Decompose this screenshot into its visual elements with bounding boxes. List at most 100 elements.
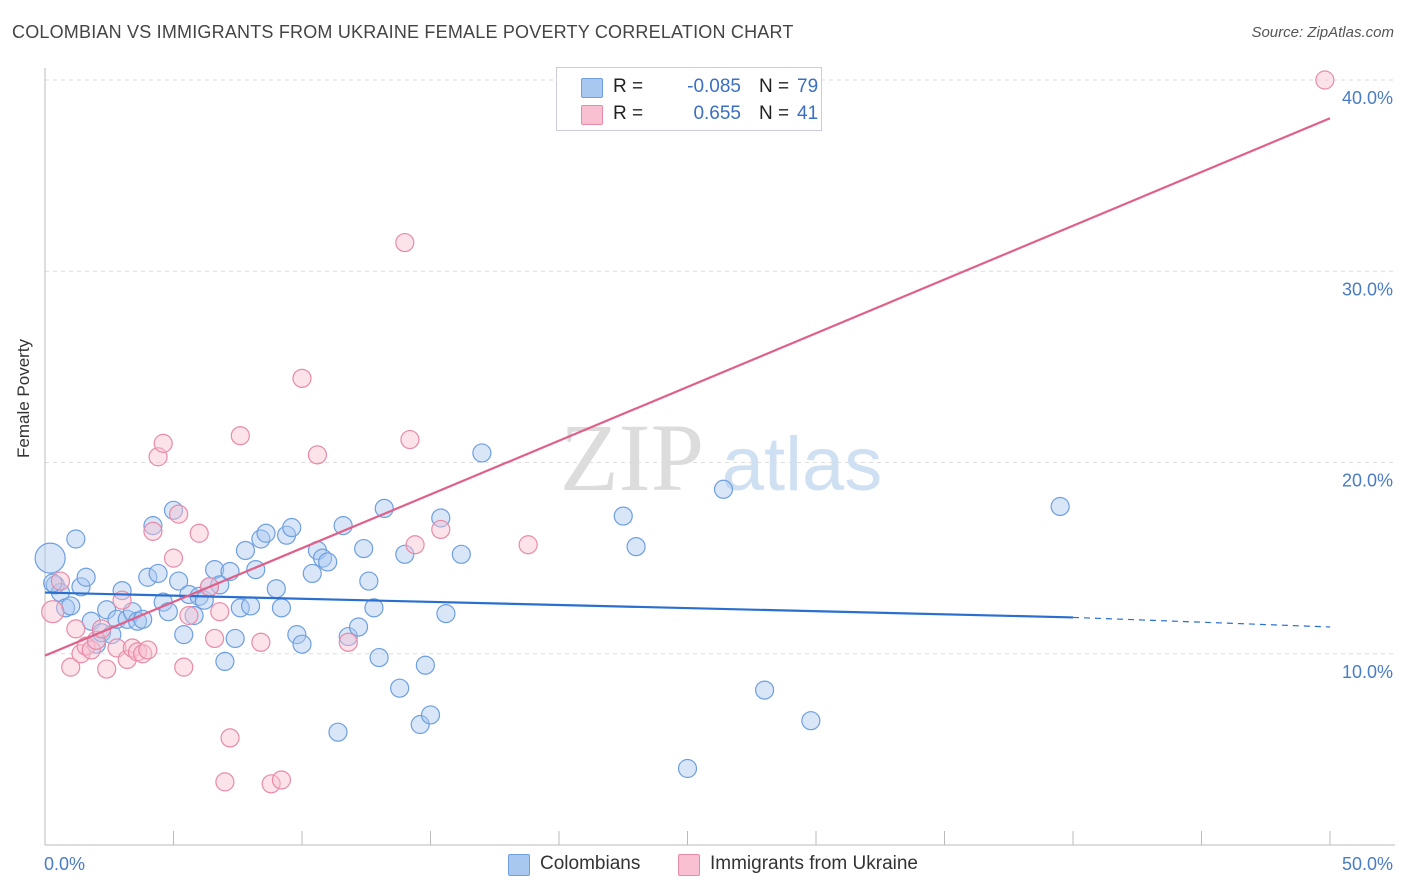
legend-label-ukraine: Immigrants from Ukraine — [710, 853, 918, 874]
trend-colombians — [44, 591, 1074, 619]
y-tick-label: 20.0% — [1342, 471, 1393, 491]
series-legend: Colombians Immigrants from Ukraine — [0, 852, 1406, 878]
watermark-zip: ZIP — [560, 404, 704, 511]
point-ukraine — [179, 605, 199, 626]
point-colombians — [215, 651, 235, 672]
point-ukraine — [395, 232, 415, 253]
point-ukraine — [205, 628, 225, 649]
point-ukraine — [1315, 70, 1335, 90]
trend-lines — [44, 117, 1331, 657]
point-colombians — [169, 571, 189, 591]
point-colombians — [472, 443, 492, 463]
point-colombians — [287, 625, 307, 645]
point-colombians — [436, 603, 456, 624]
point-colombians — [354, 538, 374, 559]
point-colombians — [613, 506, 633, 526]
point-ukraine — [261, 774, 281, 794]
n-label: N = — [759, 103, 790, 124]
point-ukraine — [220, 728, 240, 748]
x-tick-label: 0.0% — [44, 854, 85, 874]
point-ukraine — [76, 636, 96, 656]
point-ukraine — [81, 640, 101, 660]
point-colombians — [328, 722, 348, 742]
point-colombians — [451, 544, 471, 564]
point-ukraine — [66, 619, 86, 639]
legend-swatch-colombians — [581, 78, 603, 98]
point-colombians — [225, 628, 245, 649]
legend-swatch-ukraine — [581, 105, 603, 125]
point-ukraine — [405, 535, 425, 555]
r-value: -0.085 — [687, 76, 741, 97]
legend-swatch-colombians — [508, 854, 530, 876]
point-ukraine — [210, 602, 230, 622]
point-colombians — [364, 598, 384, 618]
r-label: R = — [613, 103, 644, 124]
n-value: 79 — [797, 76, 819, 97]
point-colombians — [76, 567, 96, 587]
point-colombians — [143, 516, 163, 536]
trend-colombians-extension — [1072, 616, 1331, 628]
point-colombians — [205, 559, 225, 580]
point-colombians — [754, 680, 775, 700]
point-colombians — [292, 634, 312, 654]
point-colombians — [677, 758, 698, 779]
point-colombians — [158, 602, 178, 622]
point-colombians — [235, 540, 256, 561]
watermark: ZIP atlas — [560, 404, 882, 511]
y-tick-label: 40.0% — [1342, 88, 1393, 108]
point-colombians — [801, 711, 821, 731]
point-ukraine — [122, 638, 142, 658]
point-ukraine — [133, 644, 153, 664]
point-colombians — [420, 705, 441, 725]
point-colombians — [302, 563, 322, 584]
point-ukraine — [271, 770, 292, 790]
stats-legend: R = -0.085 N = 79 R = 0.655 N = 41 — [556, 67, 822, 131]
tick-labels: 10.0% 20.0% 30.0% 40.0% 0.0% 50.0% — [44, 88, 1393, 874]
n-value: 41 — [797, 103, 819, 124]
axes — [44, 68, 1395, 846]
point-colombians — [390, 678, 410, 698]
point-colombians — [256, 523, 276, 543]
point-colombians — [71, 577, 91, 597]
point-colombians — [431, 508, 451, 528]
watermark-atlas: atlas — [722, 422, 883, 507]
point-ukraine — [163, 548, 184, 568]
legend-swatch-ukraine — [678, 854, 700, 876]
point-ukraine — [230, 426, 250, 446]
point-ukraine — [189, 523, 209, 543]
point-colombians — [348, 617, 369, 637]
point-colombians — [1050, 496, 1070, 517]
point-ukraine — [138, 640, 158, 660]
point-colombians — [174, 625, 194, 645]
point-colombians — [34, 542, 66, 574]
point-colombians — [163, 500, 184, 520]
data-points — [34, 70, 1335, 794]
y-tick-label: 10.0% — [1342, 662, 1393, 682]
point-ukraine — [169, 504, 189, 524]
point-colombians — [282, 517, 302, 538]
point-ukraine — [307, 445, 328, 465]
point-ukraine — [143, 521, 163, 541]
point-colombians — [359, 571, 379, 591]
point-ukraine — [400, 429, 420, 450]
point-colombians — [241, 596, 261, 616]
chart-title: COLOMBIAN VS IMMIGRANTS FROM UKRAINE FEM… — [12, 22, 794, 42]
y-tick-label: 30.0% — [1342, 279, 1393, 299]
point-colombians — [61, 596, 81, 616]
point-ukraine — [431, 519, 451, 540]
legend-label-colombians: Colombians — [540, 853, 641, 874]
r-value: 0.655 — [693, 103, 741, 124]
point-colombians — [626, 537, 646, 557]
point-colombians — [338, 626, 358, 647]
source-credit: Source: ZipAtlas.com — [1251, 24, 1394, 41]
point-colombians — [148, 563, 168, 584]
point-colombians — [395, 544, 415, 564]
point-ukraine — [97, 659, 117, 679]
point-ukraine — [50, 571, 71, 591]
point-ukraine — [61, 657, 81, 677]
point-colombians — [271, 598, 292, 618]
point-ukraine — [174, 657, 194, 677]
point-ukraine — [112, 590, 132, 610]
point-colombians — [66, 529, 86, 549]
trend-ukraine — [44, 117, 1331, 657]
